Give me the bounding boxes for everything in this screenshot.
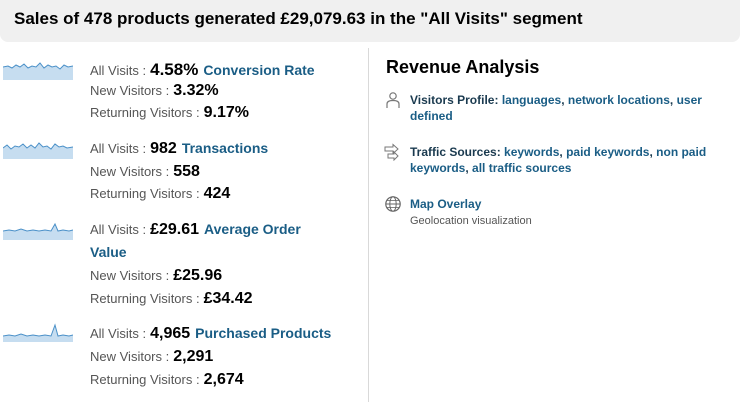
metric-row-returning-visitors: Returning Visitors :2,674: [90, 368, 244, 391]
link-separator: ,: [559, 145, 563, 159]
metric-value: 4.58%: [150, 60, 199, 79]
average-order-value-link[interactable]: Average Order: [204, 221, 301, 237]
summary-title: Sales of 478 products generated £29,079.…: [14, 9, 583, 28]
revenue-analysis-panel: Revenue Analysis Visitors Profile: langu…: [384, 42, 740, 402]
metric-value: 2,291: [173, 348, 214, 365]
non-paid-keywords-link[interactable]: non paid keywords: [410, 145, 707, 175]
keywords-link[interactable]: keywords: [504, 145, 560, 159]
metric-row-new-visitors: New Visitors :3.32%: [90, 79, 219, 102]
metric-row-all-visits: All Visits :4,965 Purchased Products: [90, 322, 331, 345]
all-traffic-sources-link[interactable]: all traffic sources: [472, 161, 572, 175]
metric-value: 4,965: [150, 325, 191, 342]
metric-row-new-visitors: New Visitors :2,291: [90, 345, 213, 368]
segment-label: New Visitors :: [90, 349, 170, 364]
sparkline-conversion-rate: [3, 62, 73, 80]
metric-row-returning-visitors: Returning Visitors :424: [90, 182, 230, 205]
segment-label: Returning Visitors :: [90, 186, 200, 201]
segment-label: New Visitors :: [90, 164, 170, 179]
metric-row-returning-visitors: Returning Visitors :9.17%: [90, 101, 249, 124]
metric-row-all-visits: All Visits : £29.61 Average Order: [90, 218, 301, 241]
user-defined-link[interactable]: user defined: [410, 93, 702, 123]
segment-label: All Visits :: [90, 326, 147, 341]
person-icon: [386, 92, 400, 108]
sparkline-average-order-value: [3, 222, 73, 240]
segment-label: Returning Visitors :: [90, 291, 200, 306]
average-order-value-link-continued[interactable]: Value: [90, 244, 127, 260]
map-overlay-subtitle: Geolocation visualization: [410, 215, 532, 227]
link-separator: ,: [465, 161, 469, 175]
sparkline-purchased-products: [3, 323, 73, 342]
segment-label: All Visits :: [90, 141, 147, 156]
metric-row-new-visitors: New Visitors : £25.96: [90, 264, 222, 287]
metric-row-new-visitors: New Visitors :558: [90, 160, 200, 183]
arrows-icon: [384, 143, 399, 161]
conversion-rate-link[interactable]: Conversion Rate: [203, 62, 315, 78]
metric-value: 558: [173, 163, 200, 180]
traffic-sources-text: Traffic Sources: keywords, paid keywords…: [410, 144, 740, 176]
visitors-profile-label: Visitors Profile:: [410, 93, 499, 107]
segment-label: Returning Visitors :: [90, 372, 200, 387]
map-overlay-text: Map Overlay Geolocation visualization: [410, 196, 740, 229]
languages-link[interactable]: languages: [501, 93, 562, 107]
revenue-analysis-heading: Revenue Analysis: [386, 57, 540, 77]
metric-value: 3.32%: [173, 82, 219, 99]
paid-keywords-link[interactable]: paid keywords: [566, 145, 650, 159]
metric-value: 2,674: [203, 371, 244, 388]
purchased-products-link[interactable]: Purchased Products: [195, 325, 332, 341]
segment-summary-header: Sales of 478 products generated £29,079.…: [0, 0, 740, 42]
traffic-sources-label: Traffic Sources:: [410, 145, 501, 159]
link-separator: ,: [649, 145, 653, 159]
metric-value: 9.17%: [203, 104, 249, 121]
metrics-panel: All Visits :4.58% Conversion Rate New Vis…: [0, 42, 368, 402]
link-separator: ,: [669, 93, 674, 107]
metric-value: 424: [203, 185, 231, 202]
panel-divider: [368, 48, 369, 402]
visitors-profile-text: Visitors Profile: languages, network loc…: [410, 92, 740, 124]
metric-row-all-visits: All Visits :982 Transactions: [90, 137, 268, 160]
metric-value: £29.61: [150, 221, 200, 238]
segment-label: All Visits :: [90, 63, 147, 78]
segment-label: All Visits :: [90, 222, 147, 237]
transactions-link[interactable]: Transactions: [181, 140, 269, 156]
network-locations-link[interactable]: network locations: [567, 93, 670, 107]
metric-value: £25.96: [173, 267, 223, 284]
metric-value: 982: [150, 140, 177, 157]
link-separator: ,: [561, 93, 565, 107]
globe-icon: [385, 196, 401, 212]
map-overlay-link[interactable]: Map Overlay: [410, 197, 482, 211]
sparkline-transactions: [3, 142, 73, 159]
metric-value: £34.42: [203, 290, 253, 307]
metric-row-all-visits: All Visits :4.58% Conversion Rate: [90, 58, 315, 81]
segment-label: Returning Visitors :: [90, 105, 200, 120]
segment-label: New Visitors :: [90, 83, 170, 98]
metric-row-returning-visitors: Returning Visitors : £34.42: [90, 287, 253, 310]
segment-label: New Visitors :: [90, 268, 170, 283]
